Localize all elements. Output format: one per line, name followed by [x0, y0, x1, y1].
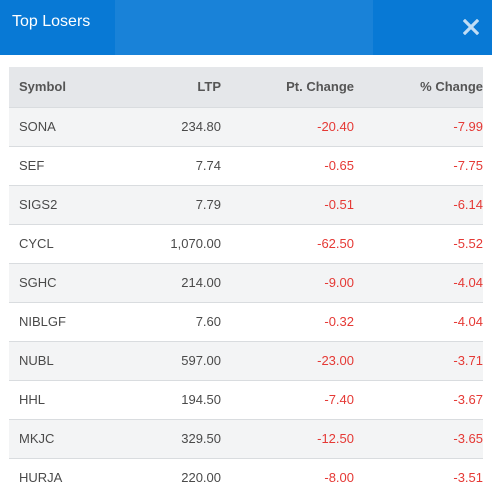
cell-ltp: 7.79	[195, 197, 221, 212]
cell-symbol[interactable]: SEF	[19, 158, 45, 173]
cell-pt-change: -62.50	[317, 236, 354, 251]
cell-symbol[interactable]: HHL	[19, 392, 46, 407]
cell-pct-change: -4.04	[453, 314, 483, 329]
cell-ltp: 220.00	[181, 470, 221, 486]
cell-symbol[interactable]: HURJA	[19, 470, 63, 486]
cell-pt-change: -23.00	[317, 353, 354, 368]
cell-symbol[interactable]: NUBL	[19, 353, 54, 368]
cell-ltp: 7.74	[195, 158, 221, 173]
cell-pct-change: -3.71	[453, 353, 483, 368]
cell-pt-change: -0.65	[324, 158, 354, 173]
table-row[interactable]: CYCL 1,070.00 -62.50 -5.52	[9, 224, 483, 263]
cell-pct-change: -7.75	[453, 158, 483, 173]
table-row[interactable]: SGHC 214.00 -9.00 -4.04	[9, 263, 483, 302]
table-row[interactable]: HHL 194.50 -7.40 -3.67	[9, 380, 483, 419]
cell-symbol[interactable]: SIGS2	[19, 197, 58, 212]
cell-ltp: 7.60	[195, 314, 221, 329]
cell-pct-change: -3.67	[453, 392, 483, 407]
column-header-pt-change[interactable]: Pt. Change	[286, 79, 354, 95]
column-header-ltp[interactable]: LTP	[197, 79, 221, 95]
cell-pct-change: -4.04	[453, 275, 483, 290]
cell-symbol[interactable]: CYCL	[19, 236, 54, 251]
column-header-pct-change[interactable]: % Change	[420, 79, 483, 95]
table-row[interactable]: SIGS2 7.79 -0.51 -6.14	[9, 185, 483, 224]
table-row[interactable]: MKJC 329.50 -12.50 -3.65	[9, 419, 483, 458]
cell-symbol[interactable]: SGHC	[19, 275, 57, 290]
table-row[interactable]: NIBLGF 7.60 -0.32 -4.04	[9, 302, 483, 341]
cell-pt-change: -0.32	[324, 314, 354, 329]
column-header-symbol[interactable]: Symbol	[19, 79, 66, 95]
cell-pt-change: -20.40	[317, 119, 354, 134]
table-row[interactable]: NUBL 597.00 -23.00 -3.71	[9, 341, 483, 380]
cell-pt-change: -0.51	[324, 197, 354, 212]
cell-ltp: 1,070.00	[170, 236, 221, 251]
close-icon	[463, 19, 479, 35]
cell-pt-change: -12.50	[317, 431, 354, 446]
cell-symbol[interactable]: NIBLGF	[19, 314, 66, 329]
cell-pct-change: -3.65	[453, 431, 483, 446]
table-body: SONA 234.80 -20.40 -7.99 SEF 7.74 -0.65 -7.75 SI…	[9, 107, 483, 495]
table-row[interactable]: HURJA 220.00 -8.00 -3.51	[9, 458, 483, 495]
modal-header: Top Losers	[0, 0, 492, 55]
cell-ltp: 194.50	[181, 392, 221, 407]
cell-pt-change: -8.00	[324, 470, 354, 486]
table-row[interactable]: SONA 234.80 -20.40 -7.99	[9, 107, 483, 146]
cell-pct-change: -3.51	[453, 470, 483, 486]
top-losers-table: Symbol LTP Pt. Change % Change SONA 234.8…	[9, 67, 483, 495]
table-header-row: Symbol LTP Pt. Change % Change	[9, 67, 483, 107]
cell-pt-change: -9.00	[324, 275, 354, 290]
modal-title: Top Losers	[12, 13, 91, 30]
header-background-overlay	[115, 0, 373, 55]
cell-ltp: 597.00	[181, 353, 221, 368]
cell-ltp: 329.50	[181, 431, 221, 446]
cell-pt-change: -7.40	[324, 392, 354, 407]
close-button[interactable]	[460, 14, 482, 40]
cell-pct-change: -6.14	[453, 197, 483, 212]
top-losers-table-container: Symbol LTP Pt. Change % Change SONA 234.8…	[9, 67, 483, 495]
cell-ltp: 234.80	[181, 119, 221, 134]
cell-ltp: 214.00	[181, 275, 221, 290]
cell-pct-change: -5.52	[453, 236, 483, 251]
table-row[interactable]: SEF 7.74 -0.65 -7.75	[9, 146, 483, 185]
cell-pct-change: -7.99	[453, 119, 483, 134]
cell-symbol[interactable]: SONA	[19, 119, 56, 134]
cell-symbol[interactable]: MKJC	[19, 431, 55, 446]
